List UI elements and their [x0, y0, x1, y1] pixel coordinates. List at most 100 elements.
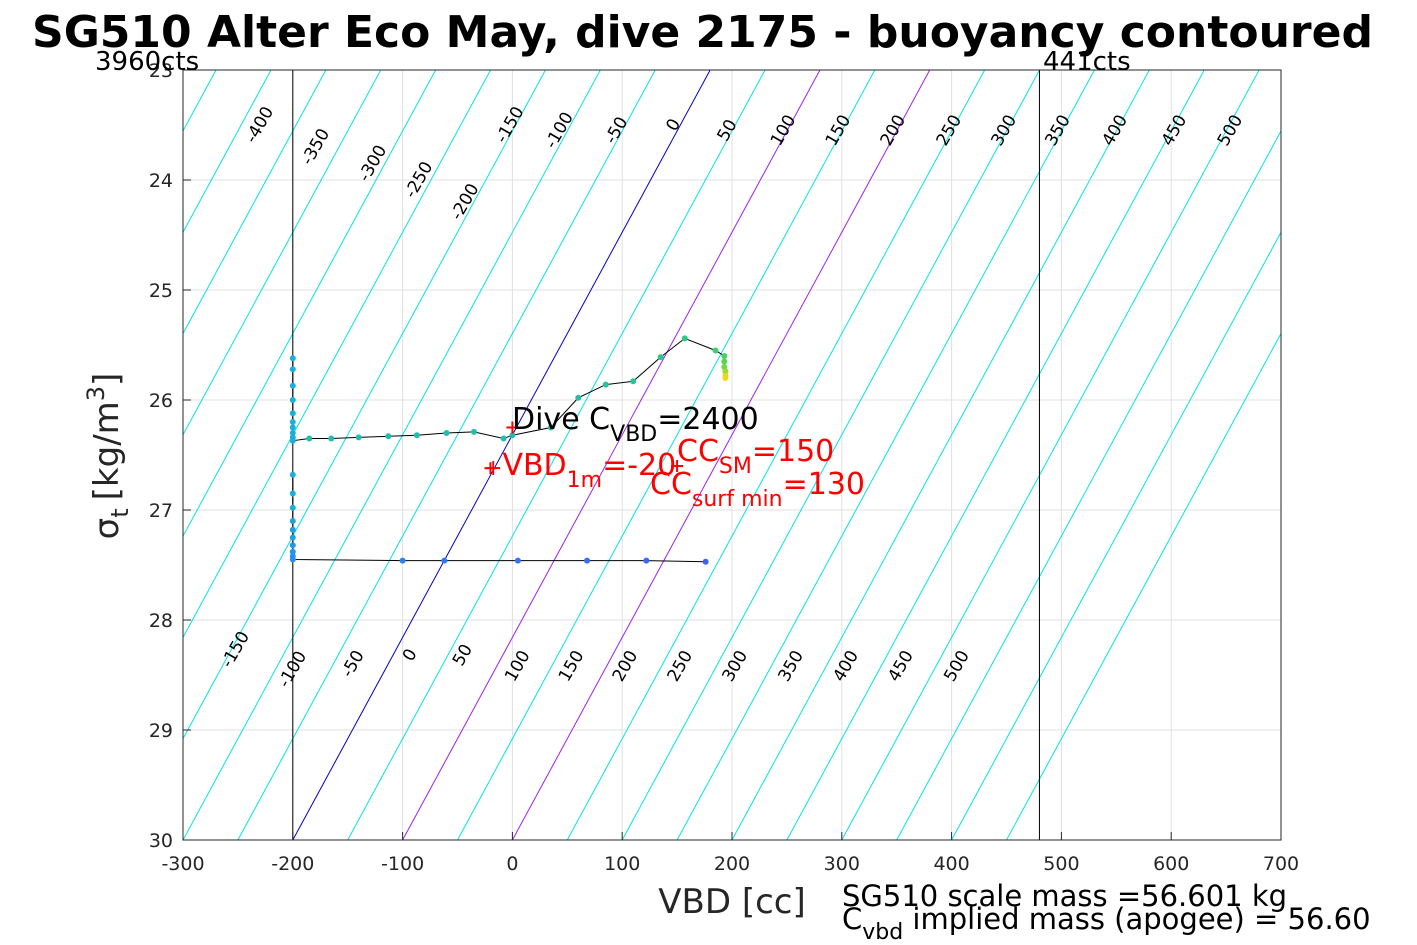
data-point	[630, 378, 637, 385]
x-tick-label: 200	[714, 853, 750, 875]
contour-line	[731, 70, 1150, 840]
contour-line	[896, 129, 1281, 840]
x-tick-label: 600	[1153, 853, 1189, 875]
x-tick-label: 100	[604, 853, 640, 875]
contour-line	[621, 70, 1040, 840]
cc-surf-value: =130	[783, 467, 865, 502]
y-tick-label: 26	[149, 390, 173, 412]
contour-line	[183, 70, 382, 436]
x-axis-label: VBD [cc]	[658, 882, 806, 922]
contour-line	[676, 70, 1095, 840]
data-point	[722, 368, 729, 375]
red-plus-marker	[484, 462, 497, 475]
contour-line	[183, 70, 272, 234]
vbd-1m-sub: 1m	[567, 468, 602, 493]
data-point	[509, 432, 516, 439]
data-point	[602, 381, 609, 388]
dive-cvbd-annotation: Dive CVBD=2400	[512, 402, 759, 447]
data-point	[289, 397, 296, 403]
data-point	[584, 557, 591, 564]
vbd-1m-marker: +	[484, 456, 502, 481]
x-axis-ticks: -300 -200 -100 0 100 200 300 400 500 600 700	[161, 832, 1299, 875]
y-tick-label: 24	[149, 170, 173, 192]
data-point	[289, 556, 296, 563]
data-point	[289, 410, 296, 417]
data-point	[470, 428, 477, 435]
contour-line	[347, 70, 766, 840]
y-tick-label: 29	[149, 720, 173, 742]
data-point	[289, 542, 296, 549]
vbd-1m-value: =-20	[602, 448, 676, 483]
data-point	[289, 526, 296, 533]
data-point	[721, 358, 728, 365]
dive-cvbd-value: =2400	[657, 402, 758, 437]
contour-line	[1006, 332, 1281, 840]
data-point	[722, 375, 729, 381]
data-point	[306, 435, 313, 442]
data-point	[289, 490, 296, 497]
contour-line	[292, 70, 711, 840]
contour-line	[841, 70, 1260, 840]
data-point	[289, 437, 296, 444]
red-plus-marker	[506, 421, 519, 434]
cc-sm-value: =150	[752, 434, 834, 469]
dive-cvbd-prefix: Dive C	[512, 402, 610, 437]
contour-line	[183, 70, 491, 639]
data-point	[643, 557, 650, 564]
contour-line	[183, 70, 546, 740]
data-point	[399, 557, 406, 564]
contour-line	[951, 231, 1281, 840]
vbd-limit-lines	[292, 70, 1040, 840]
data-point	[355, 434, 362, 441]
data-point	[289, 355, 296, 362]
x-tick-label: 700	[1263, 853, 1299, 875]
x-tick-label: -300	[161, 853, 204, 875]
dive-cvbd-sub: VBD	[610, 422, 657, 447]
data-point	[289, 534, 296, 541]
footer-implied-text: implied mass (apogee) = 56.60	[903, 902, 1370, 936]
contour-line	[786, 70, 1205, 840]
data-point	[575, 394, 582, 401]
contour-line	[183, 70, 327, 335]
cc-surf-annotation: CCsurf min=130	[650, 467, 865, 512]
data-point	[441, 557, 448, 564]
red-annotation-markers	[484, 421, 684, 475]
cc-surf-prefix: CC	[650, 467, 692, 502]
contour-line	[511, 70, 931, 840]
data-point	[500, 435, 507, 442]
x-tick-label: -200	[271, 853, 314, 875]
vbd-1m-annotation: +VBD1m=-20	[484, 448, 676, 493]
footer-c-sub: vbd	[862, 920, 903, 945]
footer-c-prefix: C	[842, 902, 862, 936]
y-label-close: ]	[87, 373, 127, 386]
data-point	[443, 430, 450, 436]
y-label-sup: 3	[82, 386, 110, 401]
contour-line	[183, 70, 437, 538]
data-point	[289, 471, 296, 478]
y-tick-label: 25	[149, 280, 173, 302]
y-axis-label: σt [kg/m3]	[82, 373, 134, 540]
cc-surf-sub: surf min	[692, 487, 783, 512]
buoyancy-contour-lines	[183, 70, 1281, 840]
dive-data-series	[289, 335, 729, 565]
x-tick-label: -100	[381, 853, 424, 875]
y-tick-label: 27	[149, 500, 173, 522]
contour-line	[566, 70, 986, 840]
data-point	[721, 353, 728, 359]
chart-title: SG510 Alter Eco May, dive 2175 - buoyanc…	[32, 7, 1373, 58]
data-point	[547, 424, 554, 431]
data-point	[681, 335, 688, 342]
x-tick-label: 300	[824, 853, 860, 875]
data-point	[657, 354, 664, 361]
data-point	[289, 518, 296, 524]
cc-sm-sub: SM	[719, 454, 752, 479]
data-point	[289, 424, 296, 431]
data-point	[413, 432, 420, 439]
data-point	[712, 347, 719, 354]
y-tick-label: 28	[149, 610, 173, 632]
contour-line	[457, 70, 876, 840]
contour-line	[402, 70, 821, 840]
data-point	[289, 419, 296, 425]
data-point	[289, 430, 296, 436]
